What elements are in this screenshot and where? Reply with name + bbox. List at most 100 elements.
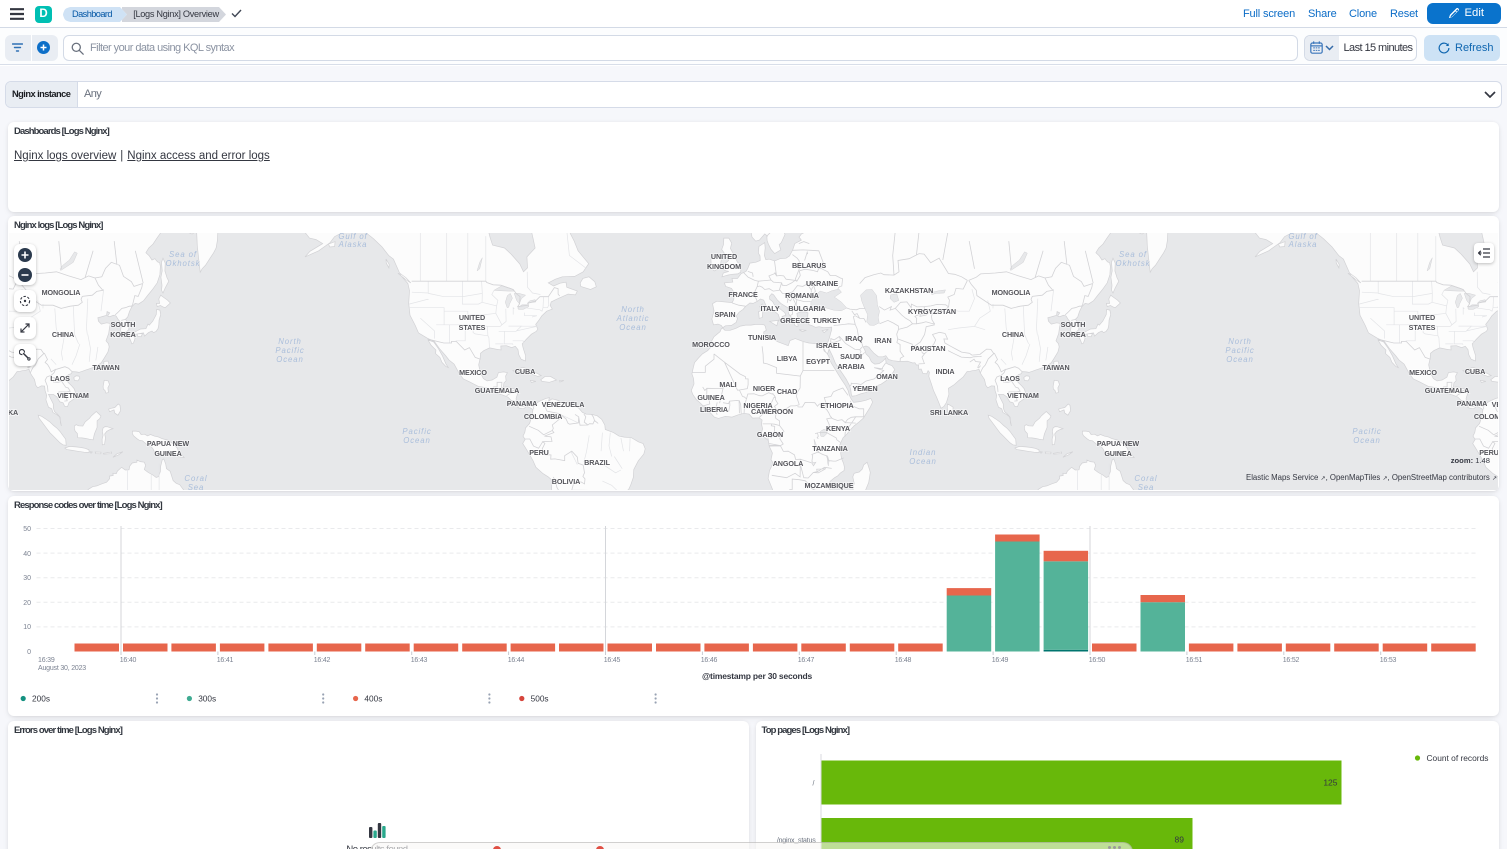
svg-text:VIETNAM: VIETNAM bbox=[1007, 391, 1039, 400]
svg-text:Pacific: Pacific bbox=[402, 427, 431, 436]
svg-text:SOUTH: SOUTH bbox=[111, 320, 136, 329]
svg-text:KAZAKHSTAN: KAZAKHSTAN bbox=[885, 286, 933, 295]
svg-text:CUBA: CUBA bbox=[1465, 367, 1485, 376]
svg-text:@timestamp per 30 seconds: @timestamp per 30 seconds bbox=[702, 671, 813, 681]
svg-text:GUINEA: GUINEA bbox=[697, 393, 724, 402]
svg-text:CHINA: CHINA bbox=[1002, 330, 1024, 339]
svg-text:GREECE: GREECE bbox=[780, 316, 810, 325]
svg-text:TAIWAN: TAIWAN bbox=[92, 363, 119, 372]
svg-text:UNITED: UNITED bbox=[711, 252, 737, 261]
svg-text:Pacific: Pacific bbox=[275, 346, 304, 355]
svg-text:KINGDOM: KINGDOM bbox=[707, 262, 741, 271]
svg-text:ANGOLA: ANGOLA bbox=[773, 459, 804, 468]
svg-text:Sea: Sea bbox=[188, 483, 205, 490]
svg-text:INDIA: INDIA bbox=[935, 367, 954, 376]
svg-text:COLOMBIA: COLOMBIA bbox=[1474, 412, 1498, 421]
svg-text:50: 50 bbox=[23, 526, 31, 533]
svg-text:CUBA: CUBA bbox=[515, 367, 535, 376]
svg-text:Okhotsk: Okhotsk bbox=[1116, 259, 1151, 268]
svg-text:PANAMA: PANAMA bbox=[1457, 399, 1487, 408]
svg-text:VENEZUELA: VENEZUELA bbox=[1492, 400, 1498, 409]
svg-text:Sea of: Sea of bbox=[1119, 250, 1147, 259]
svg-text:ARABIA: ARABIA bbox=[837, 362, 864, 371]
svg-text:16:39: 16:39 bbox=[38, 657, 55, 664]
svg-text:16:40: 16:40 bbox=[120, 657, 137, 664]
svg-text:LIBERIA: LIBERIA bbox=[700, 405, 728, 414]
svg-text:CHAD: CHAD bbox=[777, 387, 797, 396]
svg-text:SOUTH: SOUTH bbox=[1061, 320, 1086, 329]
svg-text:TURKEY: TURKEY bbox=[813, 316, 842, 325]
svg-text:Ocean: Ocean bbox=[403, 436, 430, 445]
svg-text:GUATEMALA: GUATEMALA bbox=[1425, 386, 1469, 395]
svg-text:16:42: 16:42 bbox=[314, 657, 331, 664]
svg-text:ROMANIA: ROMANIA bbox=[785, 291, 819, 300]
svg-text:16:43: 16:43 bbox=[411, 657, 428, 664]
svg-text:VIETNAM: VIETNAM bbox=[57, 391, 89, 400]
svg-text:BELARUS: BELARUS bbox=[792, 261, 826, 270]
svg-text:Okhotsk: Okhotsk bbox=[166, 259, 201, 268]
svg-text:MOZAMBIQUE: MOZAMBIQUE bbox=[805, 481, 854, 490]
svg-text:NIGERIA: NIGERIA bbox=[743, 401, 772, 410]
svg-text:CHINA: CHINA bbox=[52, 330, 74, 339]
svg-text:Sea of: Sea of bbox=[169, 250, 197, 259]
svg-text:Sea: Sea bbox=[1138, 483, 1155, 490]
svg-text:30: 30 bbox=[23, 575, 31, 582]
svg-text:UNITED: UNITED bbox=[1409, 313, 1435, 322]
svg-text:MOROCCO: MOROCCO bbox=[692, 340, 730, 349]
svg-text:PANAMA: PANAMA bbox=[507, 399, 537, 408]
svg-text:ETHIOPIA: ETHIOPIA bbox=[820, 401, 853, 410]
svg-text:EGYPT: EGYPT bbox=[806, 357, 831, 366]
svg-text:ISRAEL: ISRAEL bbox=[816, 341, 842, 350]
svg-text:STATES: STATES bbox=[1409, 323, 1436, 332]
svg-text:COLOMBIA: COLOMBIA bbox=[524, 412, 562, 421]
svg-text:North: North bbox=[621, 305, 645, 314]
svg-text:UNITED: UNITED bbox=[459, 313, 485, 322]
svg-text:0: 0 bbox=[27, 649, 31, 656]
svg-text:16:50: 16:50 bbox=[1089, 657, 1106, 664]
svg-text:SPAIN: SPAIN bbox=[715, 310, 736, 319]
svg-text:MALI: MALI bbox=[719, 380, 736, 389]
svg-text:500s: 500s bbox=[531, 693, 549, 703]
svg-text:LAOS: LAOS bbox=[1000, 374, 1020, 383]
svg-text:GUINEA: GUINEA bbox=[1104, 449, 1131, 458]
svg-text:SAUDI: SAUDI bbox=[840, 352, 862, 361]
svg-text:20: 20 bbox=[23, 600, 31, 607]
svg-text:Count of records: Count of records bbox=[1426, 753, 1488, 763]
svg-text:Alaska: Alaska bbox=[1288, 240, 1318, 249]
svg-text:GUATEMALA: GUATEMALA bbox=[475, 386, 519, 395]
svg-text:STATES: STATES bbox=[459, 323, 486, 332]
svg-text:YEMEN: YEMEN bbox=[852, 384, 877, 393]
svg-text:/nginx_status: /nginx_status bbox=[776, 837, 815, 844]
svg-text:IRAN: IRAN bbox=[874, 336, 891, 345]
svg-text:Pacific: Pacific bbox=[1352, 427, 1381, 436]
svg-text:10: 10 bbox=[23, 624, 31, 631]
svg-text:16:45: 16:45 bbox=[604, 657, 621, 664]
svg-text:Ocean: Ocean bbox=[619, 323, 646, 332]
svg-text:August 30, 2023: August 30, 2023 bbox=[38, 665, 86, 672]
svg-text:North: North bbox=[278, 337, 302, 346]
svg-text:16:48: 16:48 bbox=[895, 657, 912, 664]
svg-text:89: 89 bbox=[1174, 834, 1184, 844]
svg-text:16:52: 16:52 bbox=[1283, 657, 1300, 664]
svg-text:Ocean: Ocean bbox=[276, 355, 303, 364]
svg-text:200s: 200s bbox=[32, 693, 50, 703]
svg-text:TUNISIA: TUNISIA bbox=[748, 333, 776, 342]
svg-text:/: / bbox=[812, 780, 814, 787]
svg-text:Alaska: Alaska bbox=[338, 240, 368, 249]
svg-text:16:41: 16:41 bbox=[217, 657, 234, 664]
svg-text:PERU: PERU bbox=[1479, 448, 1498, 457]
svg-text:KOREA: KOREA bbox=[1060, 330, 1085, 339]
svg-text:16:47: 16:47 bbox=[798, 657, 815, 664]
svg-text:KENYA: KENYA bbox=[826, 424, 850, 433]
svg-text:FRANCE: FRANCE bbox=[728, 290, 758, 299]
svg-text:40: 40 bbox=[23, 551, 31, 558]
svg-text:SRI LANKA: SRI LANKA bbox=[930, 408, 968, 417]
svg-text:16:51: 16:51 bbox=[1186, 657, 1203, 664]
svg-text:PAPUA NEW: PAPUA NEW bbox=[147, 439, 190, 448]
svg-text:GABON: GABON bbox=[757, 430, 783, 439]
svg-text:400s: 400s bbox=[364, 693, 382, 703]
svg-text:Ocean: Ocean bbox=[909, 457, 936, 466]
svg-text:16:53: 16:53 bbox=[1380, 657, 1397, 664]
svg-text:BULGARIA: BULGARIA bbox=[788, 304, 825, 313]
svg-text:TAIWAN: TAIWAN bbox=[1042, 363, 1069, 372]
